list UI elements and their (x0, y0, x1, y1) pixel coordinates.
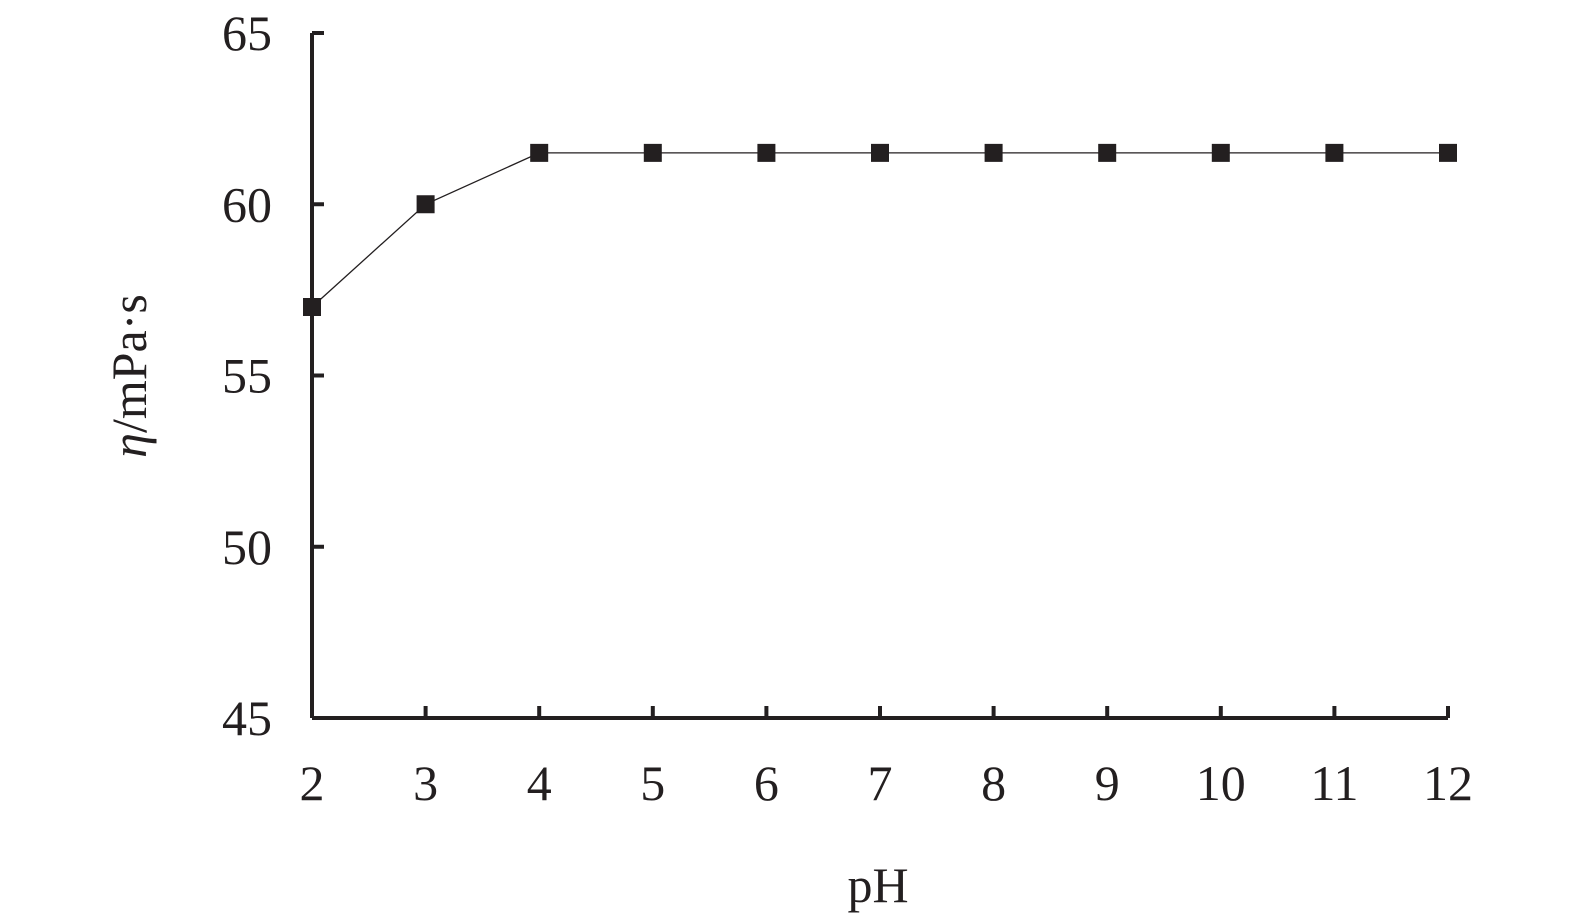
data-point-marker (1439, 143, 1457, 162)
x-tick-label: 9 (1095, 755, 1120, 811)
y-tick-label: 65 (222, 5, 272, 61)
axes (310, 33, 1448, 720)
x-ticks: 2 3 4 5 6 7 8 9 10 11 12 (300, 706, 1473, 811)
x-tick-label: 12 (1423, 755, 1473, 811)
data-point-marker (643, 143, 662, 162)
y-axis-title-unit: /mPa·s (101, 294, 157, 433)
x-tick-label: 2 (300, 755, 325, 811)
x-tick-label: 3 (413, 755, 438, 811)
data-point-marker (530, 143, 549, 162)
y-tick-label: 45 (222, 690, 272, 746)
data-point-marker (871, 143, 889, 162)
data-point-marker (1325, 143, 1344, 162)
y-ticks: 45 50 55 60 65 (222, 5, 324, 746)
series (303, 143, 1457, 316)
y-axis-title: η/mPa·s (101, 294, 157, 458)
series-line (311, 152, 1448, 308)
y-tick-label: 55 (222, 348, 272, 404)
x-tick-label: 5 (640, 755, 665, 811)
data-point-marker (984, 143, 1003, 162)
y-tick-label: 60 (222, 176, 272, 232)
data-point-marker (416, 195, 435, 214)
data-point-marker (303, 298, 321, 316)
data-point-marker (757, 143, 776, 162)
data-point-marker (1211, 143, 1230, 162)
y-axis-title-symbol: η (101, 433, 157, 458)
x-tick-label: 10 (1196, 755, 1246, 811)
x-tick-label: 4 (527, 755, 552, 811)
x-tick-label: 6 (754, 755, 779, 811)
x-tick-label: 7 (868, 755, 893, 811)
x-tick-label: 8 (981, 755, 1006, 811)
x-tick-label: 11 (1310, 755, 1358, 811)
data-point-marker (1098, 143, 1117, 162)
x-axis-title: pH (847, 857, 908, 913)
y-tick-label: 50 (222, 519, 272, 575)
